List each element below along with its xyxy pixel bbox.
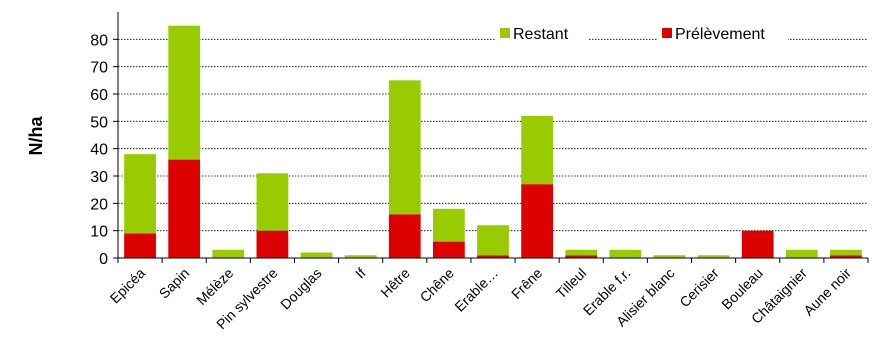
y-tick-label: 50: [90, 114, 108, 131]
x-tick-label: Tilleul: [553, 265, 590, 302]
bar-restant-5: [344, 255, 377, 258]
bars: [124, 25, 862, 258]
bar-prélèvement-3: [256, 230, 289, 258]
x-tick-label: Frêne: [508, 265, 545, 302]
bar-restant-3: [256, 173, 289, 231]
x-tick-label: Aune noir: [800, 265, 854, 319]
y-tick-label: 70: [90, 60, 108, 77]
bar-restant-11: [609, 249, 642, 258]
bar-restant-8: [477, 225, 509, 256]
bar-restant-16: [830, 249, 862, 256]
x-tick-label: Douglas: [277, 265, 325, 313]
x-tick-label: Sapin: [156, 265, 193, 302]
legend-swatch-0: [500, 28, 510, 38]
bar-restant-2: [212, 249, 245, 258]
y-axis-title: N/ha: [26, 116, 46, 156]
x-tick-label: Cerisier: [676, 265, 722, 311]
x-tick-label: If: [352, 265, 369, 282]
y-tick-label: 80: [90, 32, 108, 49]
bar-prélèvement-16: [830, 255, 862, 258]
x-tick-label: Erable…: [451, 265, 501, 315]
bar-prélèvement-7: [433, 241, 465, 258]
legend-label-1: Prélèvement: [675, 26, 765, 43]
bar-prélèvement-14: [741, 230, 774, 258]
bar-restant-4: [300, 252, 333, 258]
y-tick-label: 20: [90, 196, 108, 213]
y-tick-label: 60: [90, 87, 108, 104]
x-tick-label: Epicéa: [107, 265, 149, 307]
x-tick-label: Hêtre: [377, 265, 413, 301]
bar-restant-7: [433, 208, 465, 242]
bar-restant-13: [697, 255, 730, 258]
axes: [113, 12, 869, 263]
x-tick-label: Mélèze: [193, 265, 236, 308]
y-tick-label: 0: [99, 251, 108, 268]
bar-prélèvement-0: [124, 233, 156, 258]
y-tick-label: 40: [90, 142, 108, 159]
legend-swatch-1: [662, 28, 672, 38]
y-tick-labels: 0 10 20 30 40 50 60 70 80: [90, 32, 108, 268]
bar-prélèvement-9: [521, 184, 553, 258]
bar-prélèvement-10: [565, 255, 598, 258]
legend-label-0: Restant: [513, 26, 569, 43]
bar-restant-6: [388, 80, 421, 215]
bar-restant-12: [653, 255, 686, 258]
bar-restant-0: [124, 154, 156, 234]
bar-prélèvement-8: [477, 255, 509, 258]
bar-restant-1: [168, 25, 201, 160]
bar-restant-9: [521, 115, 553, 185]
bar-restant-10: [565, 249, 598, 256]
x-tick-label: Chêne: [417, 265, 458, 306]
legend-background: [496, 22, 588, 44]
bar-prélèvement-1: [168, 159, 201, 258]
legend-background: [658, 22, 788, 44]
bar-prélèvement-6: [388, 214, 421, 258]
bar-restant-15: [785, 249, 818, 258]
y-tick-label: 30: [90, 169, 108, 186]
gridlines: [118, 38, 868, 232]
legend: Restant Prélèvement: [496, 22, 788, 44]
y-tick-label: 10: [90, 224, 108, 241]
